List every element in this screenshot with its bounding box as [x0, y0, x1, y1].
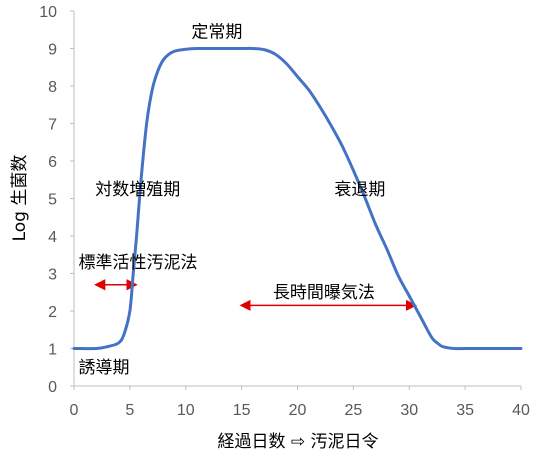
x-tick-label: 40 [512, 402, 530, 419]
x-tick-label: 35 [456, 402, 474, 419]
x-tick-label: 25 [344, 402, 362, 419]
y-axis-title: Log 生菌数 [10, 155, 30, 242]
y-tick-label: 6 [48, 154, 57, 171]
lag-label: 誘導期 [78, 358, 129, 378]
y-tick-label: 4 [48, 229, 57, 246]
log-phase-label: 対数増殖期 [95, 180, 180, 200]
y-tick-label: 10 [39, 4, 57, 21]
x-tick-label: 20 [289, 402, 307, 419]
axes: 0 5 10 15 20 25 30 35 40 0 1 2 3 4 5 6 7 8 9 10 [39, 4, 530, 419]
y-tick-label: 8 [48, 79, 57, 96]
series-layer [72, 46, 523, 351]
x-tick-label: 0 [70, 402, 79, 419]
y-tick-label: 2 [48, 304, 57, 321]
y-tick-label: 0 [48, 379, 57, 396]
x-tick-label: 10 [177, 402, 195, 419]
y-tick-label: 9 [48, 42, 57, 59]
range-arrows [94, 279, 418, 311]
decline-label: 衰退期 [334, 180, 385, 200]
y-tick-label: 5 [48, 192, 57, 209]
extended-aeration-label: 長時間曝気法 [273, 283, 375, 303]
x-tick-label: 15 [233, 402, 251, 419]
y-tick-label: 7 [48, 117, 57, 134]
x-tick-label: 30 [400, 402, 418, 419]
x-axis-title: 経過日数 ⇨ 汚泥日令 [217, 432, 378, 452]
stationary-label: 定常期 [191, 22, 242, 42]
x-tick-label: 5 [125, 402, 134, 419]
growth-curve-line [72, 46, 523, 351]
y-tick-label: 3 [48, 267, 57, 284]
std-activated-sludge-label: 標準活性汚泥法 [78, 253, 197, 273]
y-tick-label: 1 [48, 342, 57, 359]
